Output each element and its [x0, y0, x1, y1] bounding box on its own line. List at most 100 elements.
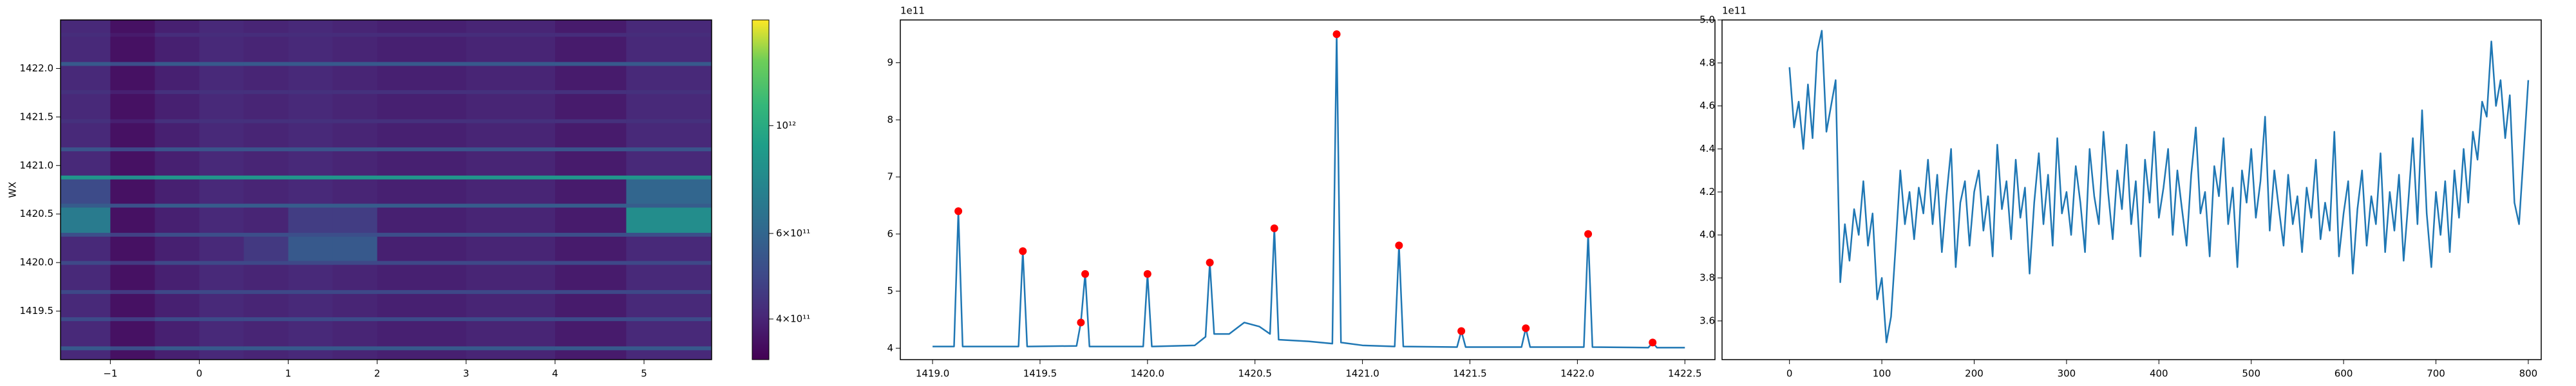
heatmap-cell	[626, 122, 712, 148]
heatmap-cell	[332, 61, 378, 66]
heatmap-cell	[110, 36, 155, 62]
heatmap-cell	[110, 151, 155, 176]
heatmap-cell	[288, 349, 334, 360]
heatmap-cell	[199, 175, 245, 179]
heatmap-cell	[243, 232, 289, 237]
heatmap-cell	[626, 179, 712, 204]
heatmap-cell	[243, 320, 289, 347]
heatmap-cell	[288, 232, 334, 237]
heatmap-cell	[466, 349, 556, 360]
heatmap-cell	[554, 61, 627, 66]
x-tick-label: 600	[2334, 368, 2353, 380]
heatmap-cell	[626, 264, 712, 290]
heatmap-cell	[61, 320, 111, 347]
heatmap-cell	[332, 93, 378, 120]
heatmap-cell	[243, 93, 289, 120]
heatmap-cell	[288, 20, 334, 33]
heatmap-cell	[110, 207, 155, 233]
heatmap-cell	[110, 89, 155, 95]
heatmap-cell	[243, 118, 289, 124]
heatmap-cell	[466, 264, 556, 290]
y-tick-label: 1420.5	[20, 208, 54, 219]
heatmap-cell	[110, 65, 155, 91]
heatmap-cell	[110, 349, 155, 360]
heatmap-cell	[199, 290, 245, 294]
heatmap-cell	[377, 65, 467, 91]
heatmap-cell	[626, 320, 712, 347]
heatmap-cell	[554, 320, 627, 347]
heatmap-cell	[61, 232, 111, 237]
heatmap-cell	[626, 175, 712, 179]
y-tick-label: 1422.0	[20, 62, 54, 74]
axes	[1788, 30, 2530, 344]
x-tick-label: 500	[2242, 368, 2260, 380]
heatmap-cell	[332, 203, 378, 208]
heatmap-cell	[199, 293, 245, 318]
heatmap-cell	[288, 293, 334, 318]
peak-marker	[1206, 259, 1214, 267]
x-tick-label: 1420.0	[1131, 368, 1165, 380]
heatmap-cell	[554, 349, 627, 360]
heatmap-cell	[554, 179, 627, 204]
heatmap-cell	[61, 236, 111, 261]
heatmap-cell	[554, 93, 627, 120]
heatmap-cell	[466, 93, 556, 120]
heatmap-cell	[288, 32, 334, 37]
heatmap-cell	[466, 20, 556, 33]
heatmap-cell	[110, 175, 155, 179]
axes-frame	[900, 19, 1716, 360]
heatmap-cell	[110, 320, 155, 347]
colorbar-tick-label: 10¹²	[776, 120, 796, 131]
heatmap-cell	[332, 65, 378, 91]
heatmap-cell	[243, 175, 289, 179]
heatmap-cell	[61, 89, 111, 95]
heatmap-cell	[466, 236, 556, 261]
heatmap-cell	[243, 20, 289, 33]
offset-label: 1e11	[1722, 5, 1747, 17]
heatmap-cell	[288, 36, 334, 62]
heatmap-cell	[199, 151, 245, 176]
heatmap-cell	[288, 261, 334, 265]
heatmap-cell	[377, 93, 467, 120]
heatmap-cell	[377, 345, 467, 351]
heatmap-cell	[554, 290, 627, 294]
heatmap-cell	[332, 89, 378, 95]
y-tick-label: 4.4	[1700, 143, 1715, 154]
heatmap-cell	[61, 147, 111, 152]
heatmap-cell	[554, 122, 627, 148]
heatmap-cell	[110, 147, 155, 152]
heatmap-cell	[288, 61, 334, 66]
heatmap-cell	[61, 36, 111, 62]
heatmap-cell	[332, 293, 378, 318]
heatmap-cell	[332, 345, 378, 351]
heatmap-cell	[243, 261, 289, 265]
y-tick-label: 4	[887, 342, 893, 354]
peak-marker	[1019, 247, 1027, 255]
heatmap-cell	[554, 261, 627, 265]
heatmap-cell	[243, 293, 289, 318]
heatmap-cell	[110, 293, 155, 318]
y-tick-label: 9	[887, 57, 893, 68]
heatmap-cell	[377, 118, 467, 124]
heatmap-cell	[199, 320, 245, 347]
heatmap-cell	[626, 93, 712, 120]
axes-frame	[1721, 19, 2542, 360]
colorbar	[752, 19, 770, 360]
heatmap-cell	[110, 317, 155, 322]
heatmap-cell	[466, 122, 556, 148]
y-tick-label: 3.8	[1700, 272, 1715, 284]
axes	[61, 20, 712, 360]
heatmap-cell	[110, 232, 155, 237]
heatmap-cell	[199, 122, 245, 148]
heatmap-cell	[377, 320, 467, 347]
offset-label: 1e11	[900, 5, 925, 17]
heatmap-cell	[288, 179, 334, 204]
heatmap-cell	[61, 179, 111, 204]
x-tick-label: 1	[285, 368, 292, 380]
heatmap-cell	[155, 236, 200, 261]
heatmap-cell	[377, 261, 467, 265]
x-tick-label: 0	[1786, 368, 1793, 380]
peak-marker	[1332, 30, 1341, 39]
x-tick-label: 100	[1873, 368, 1891, 380]
